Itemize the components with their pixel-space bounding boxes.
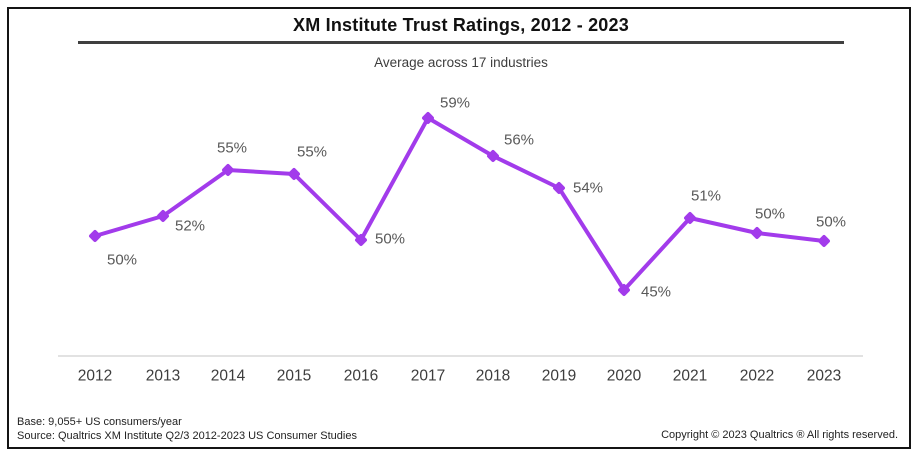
x-tick-2013: 2013 — [146, 368, 180, 385]
footer-notes: Base: 9,055+ US consumers/year Source: Q… — [17, 416, 357, 443]
data-point-2018 — [487, 150, 499, 162]
data-label-2019: 54% — [573, 180, 603, 197]
x-tick-2017: 2017 — [411, 368, 445, 385]
x-tick-2012: 2012 — [78, 368, 112, 385]
footer-base-note: Base: 9,055+ US consumers/year — [17, 416, 182, 428]
data-point-2023 — [818, 235, 830, 247]
data-point-2019 — [553, 182, 565, 194]
data-label-2012: 50% — [107, 252, 137, 269]
data-point-2013 — [157, 210, 169, 222]
trend-line — [93, 116, 826, 292]
data-point-2014 — [222, 164, 234, 176]
data-point-2012 — [89, 230, 101, 242]
x-tick-2016: 2016 — [344, 368, 378, 385]
data-point-2017 — [422, 112, 434, 124]
x-tick-2020: 2020 — [607, 368, 642, 385]
data-label-2016: 50% — [375, 231, 405, 248]
data-label-2022: 50% — [755, 206, 785, 223]
x-tick-2015: 2015 — [277, 368, 311, 385]
x-tick-2022: 2022 — [740, 368, 774, 385]
chart-title: XM Institute Trust Ratings, 2012 - 2023 — [293, 15, 629, 35]
x-tick-2021: 2021 — [673, 368, 707, 385]
x-tick-2023: 2023 — [807, 368, 841, 385]
data-label-2015: 55% — [297, 144, 327, 161]
data-point-2016 — [355, 234, 367, 246]
data-label-2017: 59% — [440, 95, 470, 112]
x-tick-2014: 2014 — [211, 368, 246, 385]
x-tick-2019: 2019 — [542, 368, 576, 385]
footer-source-note: Source: Qualtrics XM Institute Q2/3 2012… — [17, 429, 357, 442]
data-point-2021 — [684, 212, 696, 224]
chart-frame — [7, 7, 911, 449]
data-point-2015 — [288, 168, 300, 180]
data-label-2023: 50% — [816, 214, 846, 231]
data-label-2018: 56% — [504, 132, 534, 149]
data-label-2013: 52% — [175, 218, 205, 235]
footer-copyright: Copyright © 2023 Qualtrics ® All rights … — [661, 429, 898, 441]
title-divider — [78, 41, 844, 44]
data-label-2014: 55% — [217, 140, 247, 157]
chart-subtitle: Average across 17 industries — [374, 55, 548, 70]
data-point-2022 — [751, 227, 763, 239]
x-tick-2018: 2018 — [476, 368, 510, 385]
data-point-2020 — [618, 284, 630, 296]
data-label-2021: 51% — [691, 188, 721, 205]
data-label-2020: 45% — [641, 284, 671, 301]
